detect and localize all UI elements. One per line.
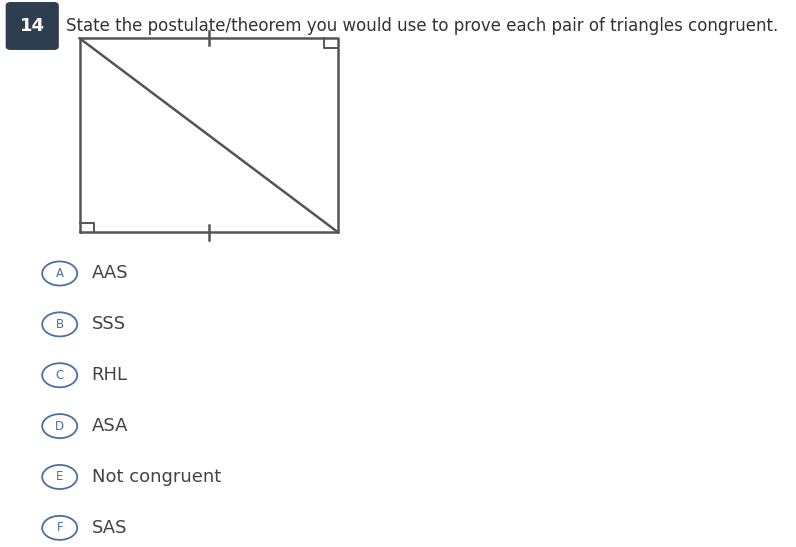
Text: D: D: [55, 420, 64, 433]
Text: SSS: SSS: [92, 316, 126, 333]
Text: C: C: [56, 369, 64, 382]
FancyBboxPatch shape: [6, 3, 58, 49]
Text: A: A: [56, 267, 64, 280]
Text: RHL: RHL: [92, 366, 127, 384]
Text: E: E: [56, 470, 64, 484]
Text: 14: 14: [20, 17, 45, 35]
Text: State the postulate/theorem you would use to prove each pair of triangles congru: State the postulate/theorem you would us…: [66, 17, 778, 34]
Text: Not congruent: Not congruent: [92, 468, 220, 486]
Text: B: B: [56, 318, 64, 331]
Text: F: F: [57, 521, 63, 534]
Text: ASA: ASA: [92, 417, 128, 435]
Text: SAS: SAS: [92, 519, 127, 537]
Text: AAS: AAS: [92, 265, 128, 282]
